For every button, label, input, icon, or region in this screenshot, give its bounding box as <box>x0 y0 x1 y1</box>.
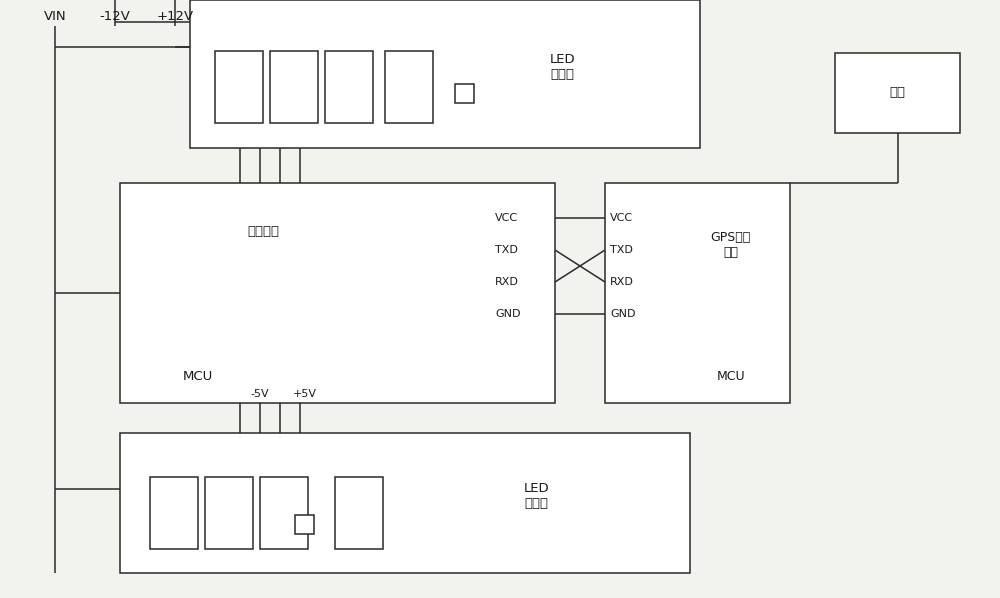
Text: +12V: +12V <box>156 10 194 23</box>
Bar <box>260 477 308 549</box>
Text: TXD: TXD <box>495 245 518 255</box>
Bar <box>325 51 373 123</box>
Bar <box>215 51 263 123</box>
Text: TXD: TXD <box>610 245 633 255</box>
Bar <box>205 477 253 549</box>
Bar <box>120 433 690 573</box>
Bar <box>455 84 474 103</box>
Text: VCC: VCC <box>610 213 633 223</box>
Text: GND: GND <box>495 309 520 319</box>
Bar <box>385 51 433 123</box>
Text: VCC: VCC <box>495 213 518 223</box>
Text: GND: GND <box>610 309 636 319</box>
Text: GPS接收
模块: GPS接收 模块 <box>711 231 751 258</box>
Text: MCU: MCU <box>183 370 213 383</box>
Bar <box>270 51 318 123</box>
Bar <box>605 183 790 403</box>
Bar <box>335 477 383 549</box>
Text: 控制系统: 控制系统 <box>248 225 280 238</box>
Text: MCU: MCU <box>716 370 745 383</box>
Bar <box>190 0 700 148</box>
Text: LED
显示板: LED 显示板 <box>549 53 575 81</box>
Bar <box>835 53 960 133</box>
Text: 天线: 天线 <box>890 87 906 99</box>
Bar <box>150 477 198 549</box>
Text: -5V: -5V <box>251 389 269 399</box>
Bar <box>295 515 314 534</box>
Text: +5V: +5V <box>293 389 317 399</box>
Text: LED
显示板: LED 显示板 <box>523 482 549 510</box>
Text: RXD: RXD <box>495 277 519 287</box>
Text: VIN: VIN <box>44 10 66 23</box>
Text: RXD: RXD <box>610 277 634 287</box>
Text: -12V: -12V <box>100 10 130 23</box>
Bar <box>120 183 555 403</box>
